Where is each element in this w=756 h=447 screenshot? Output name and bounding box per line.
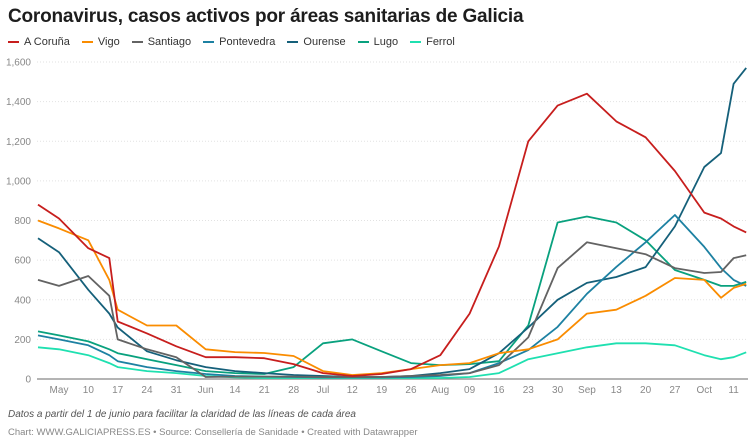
line-chart: 0 200 400 600 800 1,000 1,200 1,400 1,600 May 10 17… bbox=[6, 58, 748, 396]
chart-note: Datos a partir del 1 de junio para facil… bbox=[8, 409, 356, 420]
legend-label: Ferrol bbox=[426, 36, 455, 48]
y-tick-label: 1,000 bbox=[6, 176, 31, 187]
legend-item: Ferrol bbox=[410, 36, 455, 48]
x-tick-label: 12 bbox=[347, 385, 359, 396]
legend-label: A Coruña bbox=[24, 36, 70, 48]
y-tick-label: 1,600 bbox=[6, 58, 31, 69]
legend-item: Vigo bbox=[81, 36, 120, 48]
y-tick-label: 400 bbox=[14, 295, 31, 306]
legend-swatch bbox=[203, 41, 215, 43]
legend-label: Ourense bbox=[303, 36, 346, 48]
legend-label: Pontevedra bbox=[219, 36, 276, 48]
x-tick-label: 30 bbox=[552, 385, 564, 396]
x-tick-label: 16 bbox=[493, 385, 505, 396]
series-line-a-coru-a bbox=[37, 92, 747, 377]
x-tick-label: 23 bbox=[523, 385, 535, 396]
series-line-pontevedra bbox=[37, 214, 747, 379]
chart-title: Coronavirus, casos activos por áreas san… bbox=[8, 6, 524, 27]
x-tick-label: Sep bbox=[578, 385, 596, 396]
legend-swatch bbox=[410, 41, 422, 43]
x-tick-label: Jul bbox=[317, 385, 330, 396]
x-tick-label: 31 bbox=[171, 385, 183, 396]
legend: A Coruña Vigo Santiago Pontevedra Ourense Lug… bbox=[8, 36, 455, 48]
y-tick-label: 600 bbox=[14, 256, 31, 267]
legend-label: Vigo bbox=[97, 36, 120, 48]
x-tick-label: Aug bbox=[431, 385, 449, 396]
x-tick-label: 28 bbox=[288, 385, 300, 396]
legend-item: Pontevedra bbox=[203, 36, 275, 48]
legend-label: Santiago bbox=[147, 36, 192, 48]
legend-item: Ourense bbox=[287, 36, 346, 48]
series-line-lugo bbox=[37, 215, 747, 375]
chart-credits: Chart: WWW.GALICIAPRESS.ES • Source: Con… bbox=[8, 427, 418, 438]
x-tick-label: 27 bbox=[669, 385, 681, 396]
legend-swatch bbox=[357, 41, 369, 43]
legend-label: Lugo bbox=[373, 36, 399, 48]
legend-swatch bbox=[287, 41, 299, 43]
x-tick-label: 17 bbox=[112, 385, 124, 396]
series-line-vigo bbox=[37, 219, 747, 376]
y-tick-label: 1,400 bbox=[6, 97, 31, 108]
y-tick-label: 200 bbox=[14, 335, 31, 346]
y-tick-label: 1,200 bbox=[6, 137, 31, 148]
x-tick-label: 24 bbox=[141, 385, 153, 396]
x-tick-label: Oct bbox=[696, 385, 712, 396]
legend-swatch bbox=[131, 41, 143, 43]
x-tick-label: 11 bbox=[728, 385, 739, 396]
x-tick-label: 10 bbox=[83, 385, 95, 396]
x-tick-label: 13 bbox=[611, 385, 623, 396]
series-line-ourense bbox=[37, 67, 747, 378]
legend-item: A Coruña bbox=[8, 36, 70, 48]
legend-swatch bbox=[81, 41, 93, 43]
y-tick-label: 800 bbox=[14, 216, 31, 227]
x-tick-label: 20 bbox=[640, 385, 652, 396]
x-tick-label: May bbox=[50, 385, 69, 396]
series-line-santiago bbox=[37, 241, 747, 378]
x-tick-label: 21 bbox=[259, 385, 271, 396]
x-tick-label: 26 bbox=[405, 385, 417, 396]
x-tick-label: 14 bbox=[229, 385, 241, 396]
legend-item: Santiago bbox=[131, 36, 192, 48]
legend-item: Lugo bbox=[357, 36, 399, 48]
x-tick-label: Jun bbox=[198, 385, 214, 396]
y-tick-label: 0 bbox=[25, 375, 31, 386]
x-tick-label: 19 bbox=[376, 385, 388, 396]
x-tick-label: 09 bbox=[464, 385, 476, 396]
legend-swatch bbox=[8, 41, 19, 43]
